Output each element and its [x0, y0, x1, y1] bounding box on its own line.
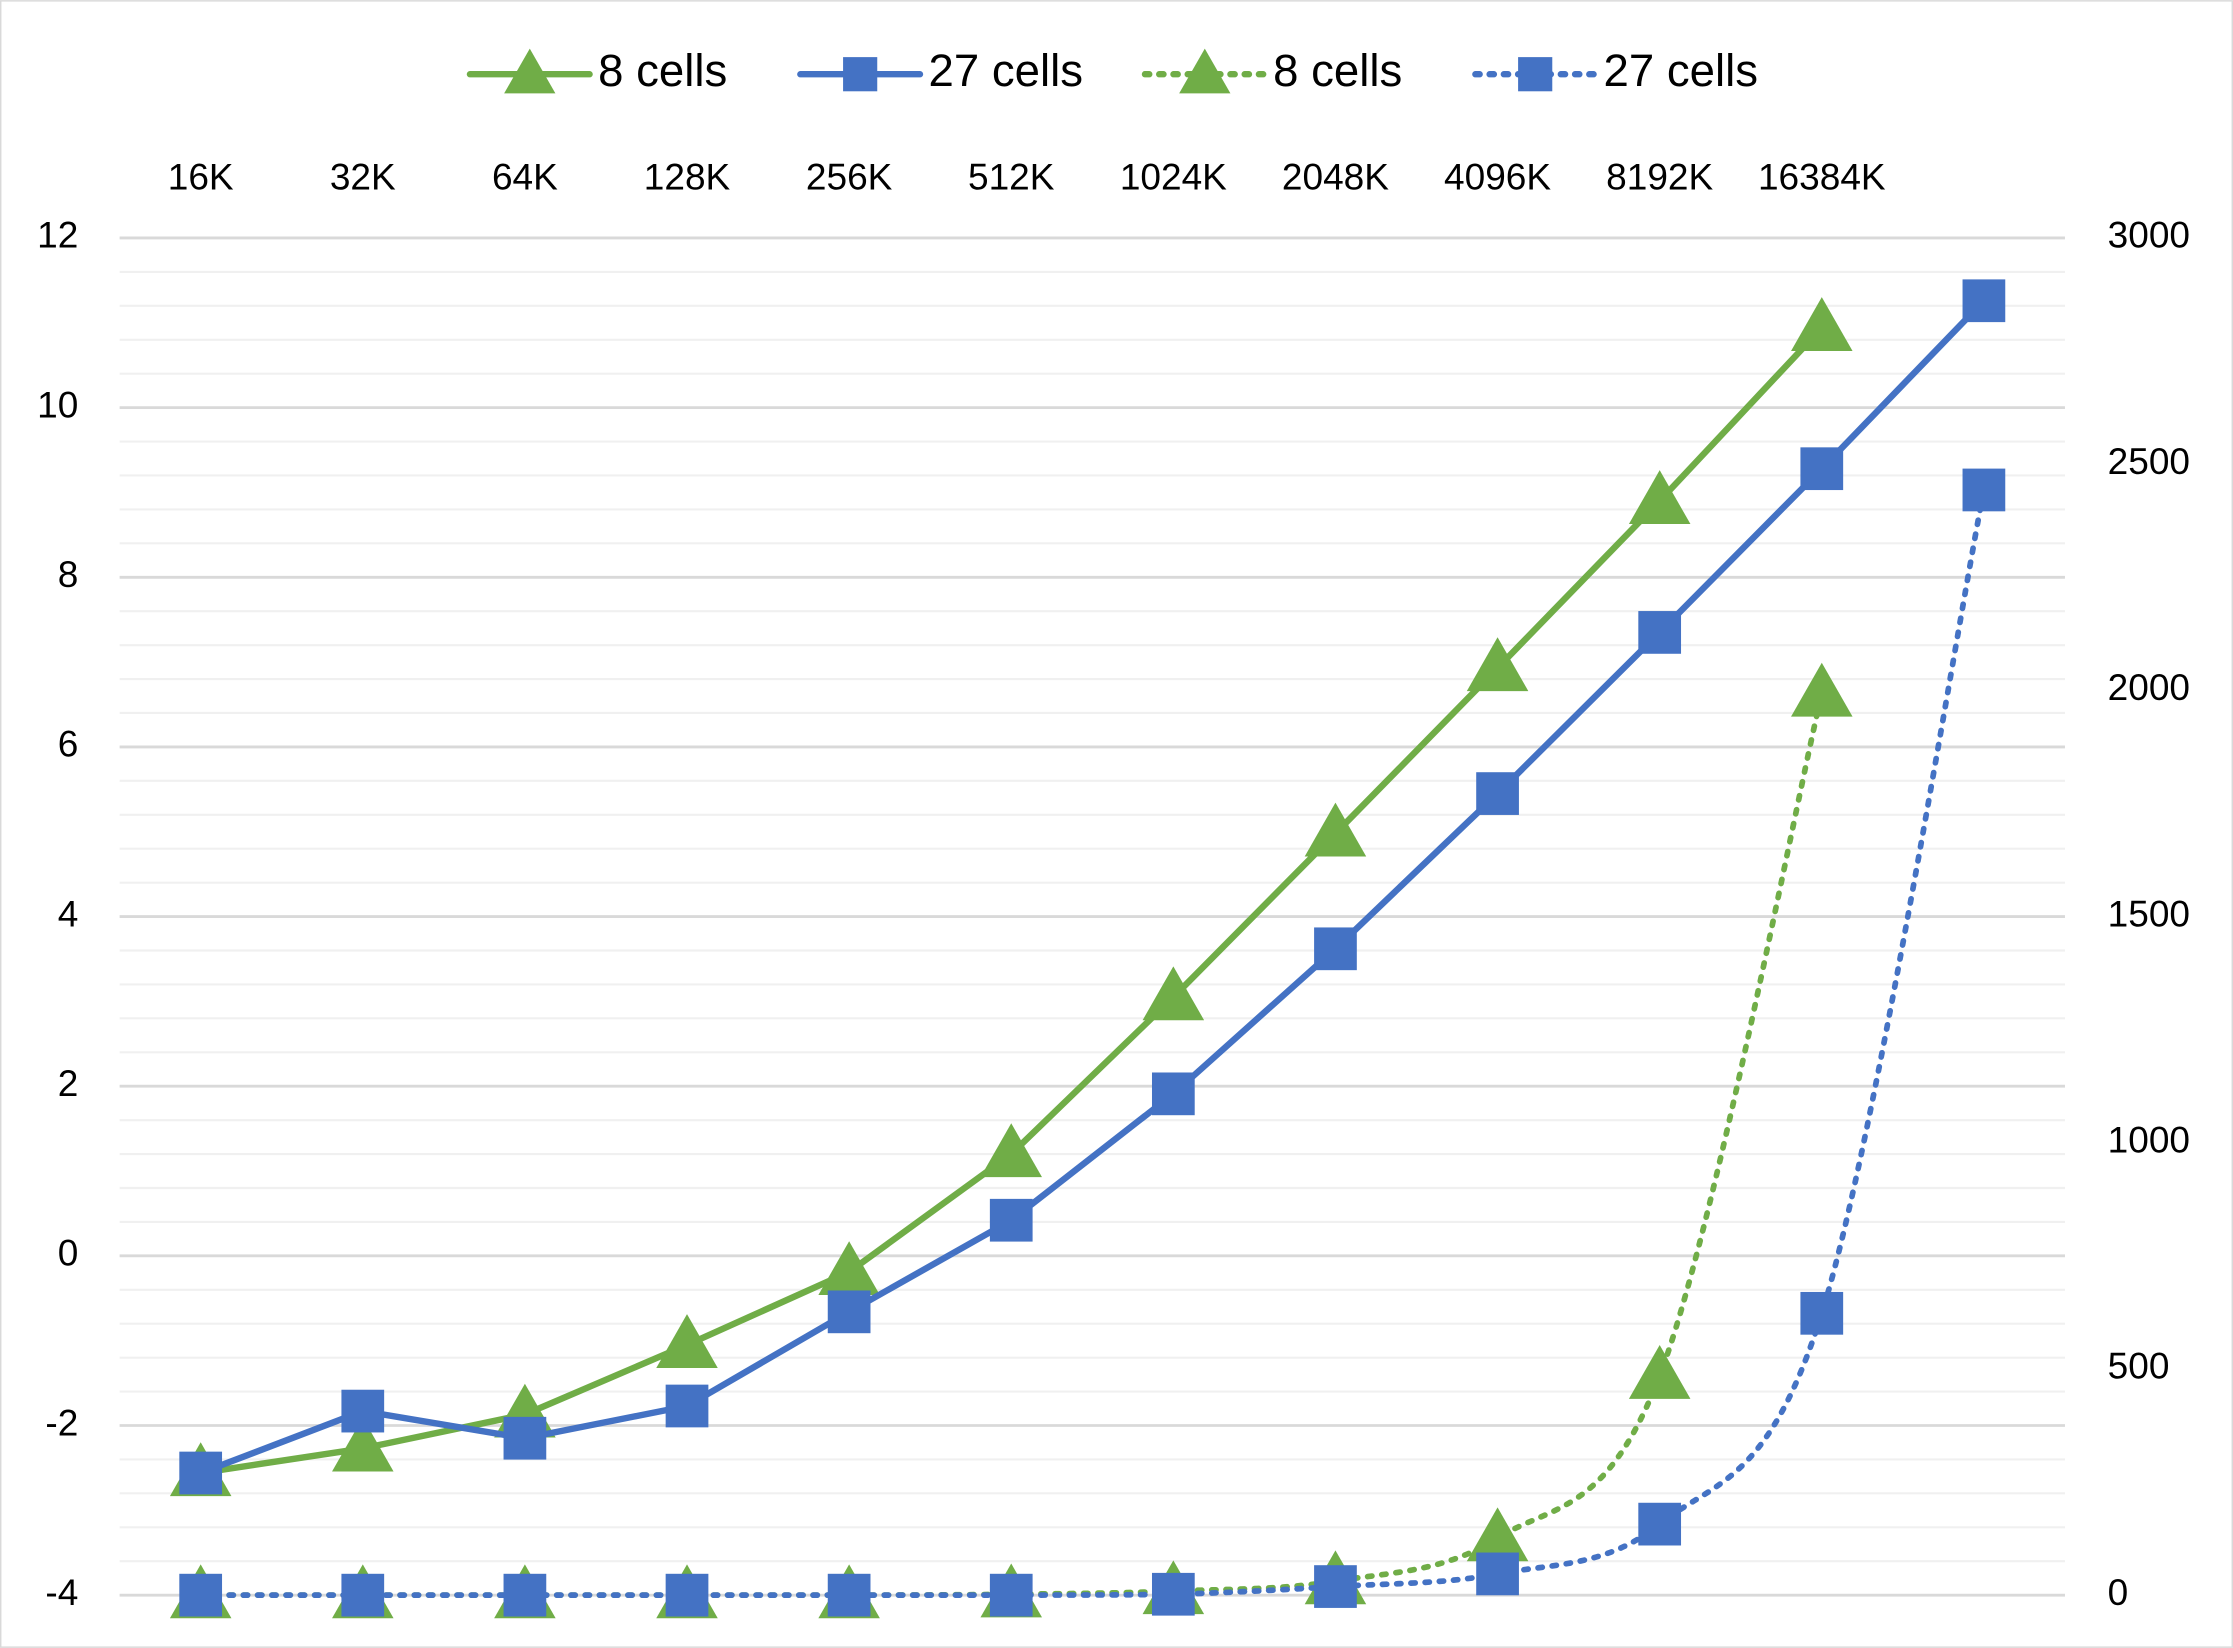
y2-tick-label: 1500: [2108, 892, 2190, 934]
y-tick-label: 2: [58, 1062, 79, 1104]
marker: [827, 1290, 871, 1334]
marker: [1466, 637, 1529, 692]
marker: [1791, 662, 1853, 717]
marker: [1476, 1552, 1519, 1596]
y2-tick-label: 1000: [2108, 1119, 2190, 1161]
marker: [1466, 1507, 1529, 1562]
x-tick-label: 16384K: [1758, 155, 1886, 197]
marker: [179, 1573, 223, 1617]
marker: [179, 1451, 223, 1495]
y2-tick-label: 2500: [2108, 440, 2190, 482]
y-tick-label: 12: [37, 214, 78, 256]
y2-tick-label: 2000: [2108, 666, 2190, 708]
x-tick-label: 2048K: [1282, 155, 1389, 197]
marker: [827, 1573, 871, 1617]
y-tick-label: 6: [58, 723, 79, 765]
marker: [1151, 1072, 1195, 1116]
legend-label: 27 cells: [929, 45, 1083, 96]
x-tick-label: 32K: [330, 155, 396, 197]
legend-label: 8 cells: [1273, 45, 1402, 96]
marker: [1628, 1344, 1691, 1399]
marker: [341, 1573, 385, 1617]
marker: [989, 1573, 1033, 1617]
marker: [989, 1198, 1033, 1242]
marker: [1791, 297, 1853, 351]
marker: [1800, 447, 1844, 491]
legend-label: 27 cells: [1604, 45, 1759, 96]
x-tick-label: 512K: [968, 155, 1055, 197]
x-tick-label: 16K: [168, 155, 234, 197]
y-tick-label: 0: [58, 1232, 79, 1274]
marker: [1314, 927, 1357, 971]
legend-label: 8 cells: [598, 45, 727, 96]
x-tick-label: 128K: [644, 155, 731, 197]
marker: [980, 1123, 1042, 1178]
marker: [503, 1416, 547, 1460]
x-tick-label: 8192K: [1606, 155, 1713, 197]
y2-tick-label: 500: [2108, 1345, 2170, 1387]
marker: [1179, 48, 1231, 94]
y-tick-label: -4: [45, 1571, 78, 1613]
marker: [1800, 1291, 1844, 1335]
y2-tick-label: 3000: [2108, 214, 2190, 256]
marker: [1151, 1572, 1195, 1616]
x-tick-label: 256K: [806, 155, 893, 197]
marker: [1518, 57, 1553, 92]
marker: [1314, 1565, 1357, 1608]
marker: [1304, 802, 1367, 857]
marker: [1962, 279, 2006, 323]
y-tick-label: 10: [37, 383, 78, 425]
marker: [818, 1241, 880, 1296]
marker: [1628, 470, 1691, 525]
marker: [1142, 966, 1205, 1021]
series-line: [197, 297, 1988, 1477]
marker: [1638, 1502, 1682, 1546]
marker: [665, 1573, 709, 1617]
x-tick-label: 64K: [492, 155, 558, 197]
marker: [665, 1384, 709, 1428]
x-tick-label: 1024K: [1120, 155, 1227, 197]
marker: [1962, 468, 2006, 512]
marker: [332, 1417, 394, 1472]
marker: [504, 48, 556, 94]
marker: [656, 1314, 718, 1368]
marker: [843, 57, 878, 92]
marker: [1476, 772, 1519, 815]
x-tick-label: 4096K: [1444, 155, 1551, 197]
marker: [503, 1573, 547, 1617]
y-tick-label: 8: [58, 553, 79, 595]
y-tick-label: -2: [45, 1401, 78, 1443]
y2-tick-label: 0: [2108, 1571, 2129, 1613]
marker: [341, 1389, 385, 1433]
marker: [1638, 611, 1682, 654]
y-tick-label: 4: [58, 892, 79, 934]
